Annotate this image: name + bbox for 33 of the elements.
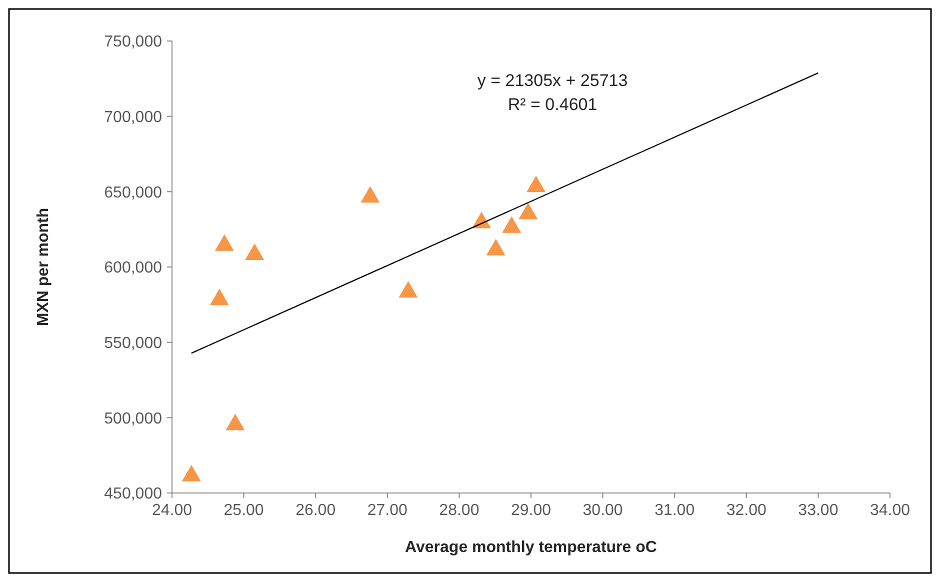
point: [526, 176, 546, 192]
x-tick-label: 32.00: [726, 502, 767, 519]
point: [245, 243, 264, 260]
y-tick-label: 750,000: [104, 34, 162, 51]
point: [214, 234, 234, 251]
annotation: y = 21305x + 25713: [477, 71, 628, 90]
x-tick-label: 28.00: [439, 502, 480, 519]
y-tick-label: 500,000: [104, 410, 162, 428]
y-axis-title: MXN per month: [35, 208, 52, 326]
x-tick-label: 33.00: [798, 502, 838, 519]
x-tick-label: 26.00: [296, 502, 336, 519]
x-tick-label: 34.00: [870, 502, 910, 519]
y-tick-label: 700,000: [104, 108, 162, 126]
y-tick-label: 600,000: [104, 260, 162, 277]
point: [182, 464, 201, 482]
x-axis-title: Average monthly temperature oC: [405, 539, 658, 556]
x-tick-label: 29.00: [510, 502, 552, 519]
y-tick-label: 450,000: [104, 486, 162, 503]
x-tick-label: 30.00: [582, 502, 623, 519]
point: [502, 216, 522, 233]
annotation: R² = 0.4601: [508, 95, 598, 114]
x-tick-label: 24.00: [152, 502, 192, 519]
x-tick-label: 27.00: [367, 502, 408, 519]
x-tick-label: 31.00: [654, 502, 695, 519]
point: [486, 238, 506, 256]
point: [518, 202, 538, 220]
point: [398, 281, 418, 298]
point: [210, 288, 229, 306]
point: [226, 414, 245, 430]
x-tick-label: 25.00: [224, 502, 264, 519]
y-tick-label: 650,000: [104, 184, 162, 202]
point: [360, 186, 380, 203]
y-tick-label: 550,000: [104, 334, 162, 352]
